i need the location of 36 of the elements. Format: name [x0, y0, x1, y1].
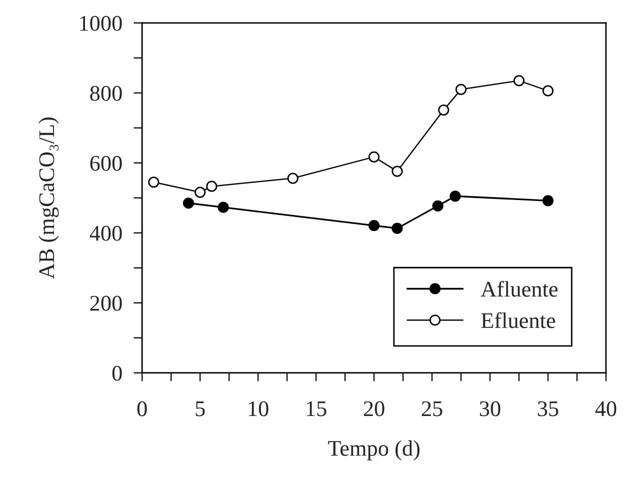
x-axis-title: Tempo (d) — [328, 440, 420, 460]
y-tick-label: 800 — [90, 86, 122, 101]
legend-label: Afluente — [480, 280, 558, 297]
point — [392, 166, 403, 177]
point — [218, 202, 229, 213]
x-tick-label: 30 — [480, 401, 500, 416]
x-tick-label: 20 — [364, 401, 384, 416]
point — [368, 151, 380, 162]
x-tick-label: 35 — [538, 401, 558, 416]
point — [148, 176, 160, 188]
point — [455, 84, 467, 95]
point — [287, 172, 298, 184]
point — [194, 186, 206, 198]
y-tick-label: 1000 — [80, 16, 122, 31]
x-tick-label: 15 — [306, 401, 326, 416]
y-tick-label: 200 — [90, 296, 122, 311]
point — [542, 195, 554, 206]
legend-label: Efluente — [481, 312, 556, 328]
point — [432, 200, 444, 212]
point — [542, 85, 554, 96]
x-tick-label: 5 — [196, 401, 205, 416]
point — [392, 222, 403, 234]
point — [182, 198, 194, 209]
x-tick-label: 40 — [595, 401, 616, 416]
point — [438, 104, 450, 116]
y-tick-label: 0 — [112, 366, 122, 381]
x-tick-label: 25 — [422, 401, 442, 416]
point — [206, 180, 218, 192]
y-tick-label: 400 — [90, 226, 122, 241]
x-tick-label: 10 — [248, 401, 268, 416]
y-tick-label: 600 — [90, 156, 122, 171]
point — [368, 220, 380, 232]
y-axis-title: AB (mgCaCO₃/L) — [38, 118, 59, 279]
x-tick-label: 0 — [137, 401, 147, 416]
point — [450, 190, 461, 202]
point — [513, 75, 525, 86]
